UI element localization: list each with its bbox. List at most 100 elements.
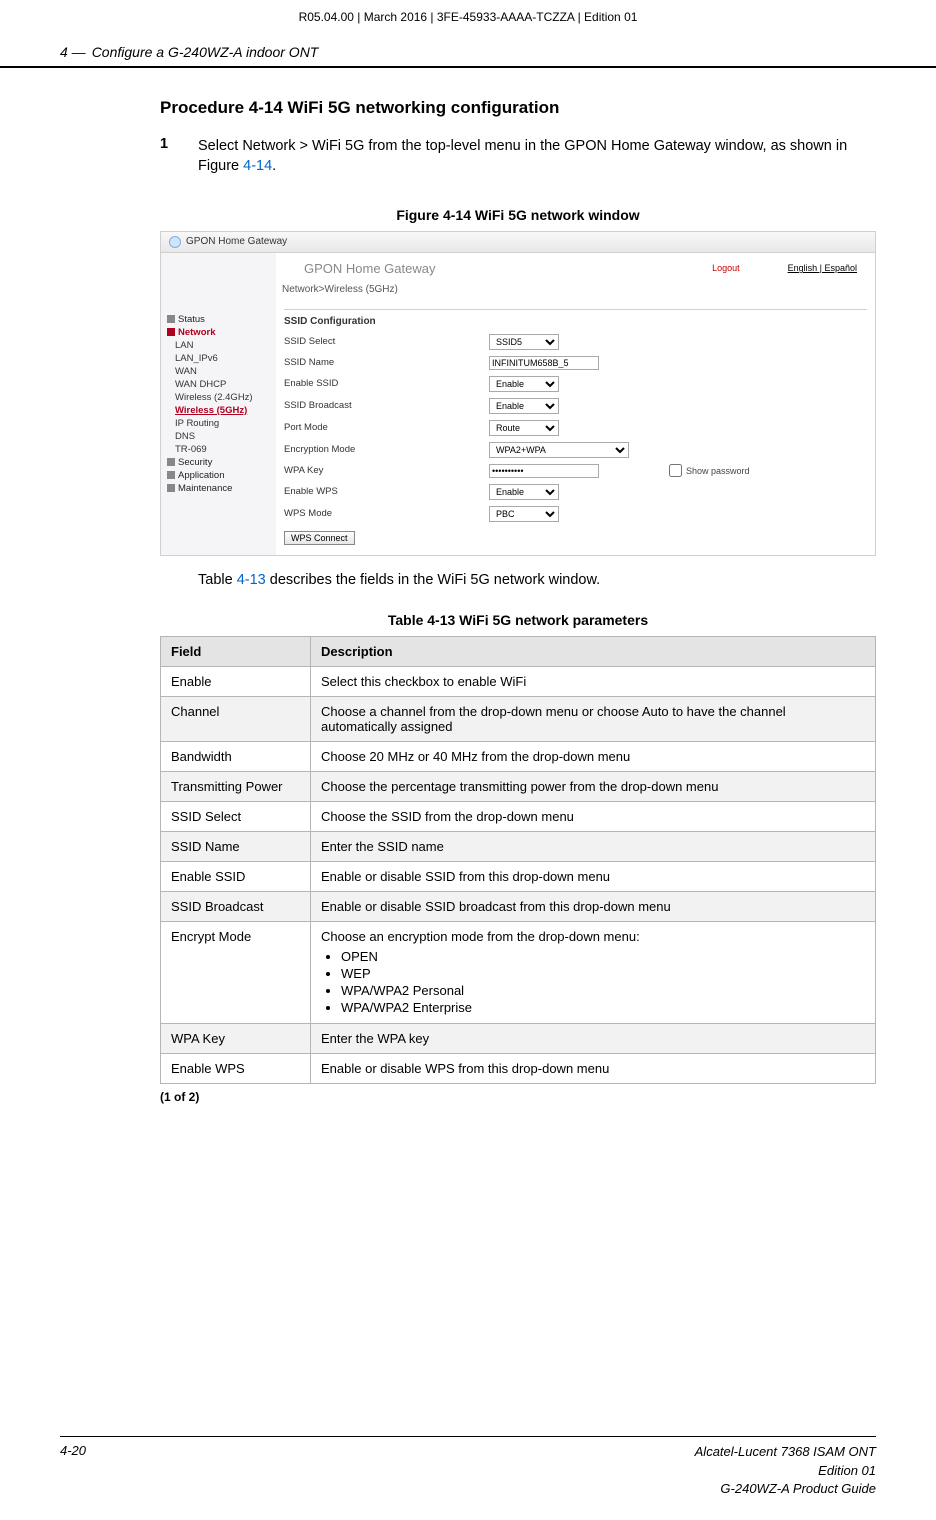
label-encryption: Encryption Mode [284,444,489,455]
label-ssid-select: SSID Select [284,336,489,347]
sidebar-group-application[interactable]: Application [167,469,270,482]
sidebar-group-status[interactable]: Status [167,313,270,326]
table-row: Enable SSIDEnable or disable SSID from t… [161,861,876,891]
page-footer: 4-20 Alcatel-Lucent 7368 ISAM ONT Editio… [60,1436,876,1498]
label-wps-mode: WPS Mode [284,508,489,519]
doc-header: R05.04.00 | March 2016 | 3FE-45933-AAAA-… [0,0,936,44]
section-title: Configure a G-240WZ-A indoor ONT [92,44,319,60]
app-title: GPON Home Gateway [304,261,436,276]
cell-field: SSID Broadcast [161,891,311,921]
sidebar-item-tr069[interactable]: TR-069 [167,443,270,456]
cell-description: Choose a channel from the drop-down menu… [311,696,876,741]
ssid-name-input[interactable] [489,356,599,370]
cell-description: Choose 20 MHz or 40 MHz from the drop-do… [311,741,876,771]
table-page-note: (1 of 2) [160,1090,876,1104]
label-ssid-name: SSID Name [284,357,489,368]
body-text-b: describes the fields in the WiFi 5G netw… [266,572,600,588]
sidebar: Status Network LAN LAN_IPv6 WAN WAN DHCP… [161,253,276,555]
table-row: EnableSelect this checkbox to enable WiF… [161,666,876,696]
wps-connect-button[interactable]: WPS Connect [284,531,355,545]
figure-link[interactable]: 4-14 [243,158,272,174]
list-item: WPA/WPA2 Personal [341,982,865,999]
cell-description: Enable or disable WPS from this drop-dow… [311,1053,876,1083]
label-ssid-broadcast: SSID Broadcast [284,400,489,411]
breadcrumb: Network>Wireless (5GHz) [276,280,875,309]
body-text: Table 4-13 describes the fields in the W… [198,570,876,590]
cell-description: Enter the SSID name [311,831,876,861]
cell-description: Choose the percentage transmitting power… [311,771,876,801]
cell-field: Enable WPS [161,1053,311,1083]
enable-ssid-select[interactable]: Enable [489,376,559,392]
table-row: Transmitting PowerChoose the percentage … [161,771,876,801]
lang-en[interactable]: English [788,263,818,273]
list-item: OPEN [341,948,865,965]
sidebar-item-wan-dhcp[interactable]: WAN DHCP [167,378,270,391]
sidebar-item-dns[interactable]: DNS [167,430,270,443]
sidebar-group-security[interactable]: Security [167,456,270,469]
step-text-b: . [272,158,276,174]
table-row: SSID SelectChoose the SSID from the drop… [161,801,876,831]
show-password-label: Show password [686,466,750,476]
th-description: Description [311,636,876,666]
footer-edition: Edition 01 [695,1462,876,1480]
logout-link[interactable]: Logout [712,263,740,273]
sidebar-item-wireless-5[interactable]: Wireless (5GHz) [167,404,270,417]
list-item: WEP [341,965,865,982]
cell-field: SSID Select [161,801,311,831]
ssid-select[interactable]: SSID5 [489,334,559,350]
show-password-checkbox[interactable] [669,464,682,477]
app-topbar: GPON Home Gateway Logout English | Españ… [276,253,875,280]
folder-icon [167,328,175,336]
port-mode-select[interactable]: Route [489,420,559,436]
cell-field: Enable [161,666,311,696]
footer-product: Alcatel-Lucent 7368 ISAM ONT [695,1443,876,1461]
label-wpa-key: WPA Key [284,465,489,476]
section-header: 4 — Configure a G-240WZ-A indoor ONT [0,44,936,68]
list-item: WPA/WPA2 Enterprise [341,999,865,1016]
table-row: Encrypt ModeChoose an encryption mode fr… [161,921,876,1023]
enable-wps-select[interactable]: Enable [489,484,559,500]
cell-field: Channel [161,696,311,741]
language-switch[interactable]: English | Español [788,263,857,273]
step-number: 1 [160,136,198,177]
ssid-broadcast-select[interactable]: Enable [489,398,559,414]
cell-description: Enable or disable SSID broadcast from th… [311,891,876,921]
figure-caption: Figure 4-14 WiFi 5G network window [160,207,876,223]
label-enable-wps: Enable WPS [284,486,489,497]
label-port-mode: Port Mode [284,422,489,433]
params-table: Field Description EnableSelect this chec… [160,636,876,1084]
wps-mode-select[interactable]: PBC [489,506,559,522]
sidebar-item-wireless-24[interactable]: Wireless (2.4GHz) [167,391,270,404]
sidebar-item-ip-routing[interactable]: IP Routing [167,417,270,430]
table-row: SSID NameEnter the SSID name [161,831,876,861]
table-link[interactable]: 4-13 [237,572,266,588]
sidebar-label: Network [178,327,215,338]
browser-tab-bar: GPON Home Gateway [161,232,875,253]
browser-tab-title: GPON Home Gateway [186,236,287,247]
sidebar-item-lan[interactable]: LAN [167,339,270,352]
sidebar-label: Application [178,470,224,481]
sidebar-label: Status [178,314,205,325]
form-section-title: SSID Configuration [284,309,867,331]
folder-icon [167,458,175,466]
step-text: Select Network > WiFi 5G from the top-le… [198,136,876,177]
encryption-select[interactable]: WPA2+WPA [489,442,629,458]
cell-field: Enable SSID [161,861,311,891]
cell-field: SSID Name [161,831,311,861]
footer-guide: G-240WZ-A Product Guide [695,1480,876,1498]
table-row: BandwidthChoose 20 MHz or 40 MHz from th… [161,741,876,771]
th-field: Field [161,636,311,666]
sidebar-label: Security [178,457,212,468]
cell-description: Select this checkbox to enable WiFi [311,666,876,696]
lang-es[interactable]: Español [824,263,857,273]
sidebar-item-lan-ipv6[interactable]: LAN_IPv6 [167,352,270,365]
cell-field: WPA Key [161,1023,311,1053]
footer-page-num: 4-20 [60,1443,86,1498]
cell-description: Choose an encryption mode from the drop-… [311,921,876,1023]
cell-field: Transmitting Power [161,771,311,801]
sidebar-item-wan[interactable]: WAN [167,365,270,378]
sidebar-group-maintenance[interactable]: Maintenance [167,482,270,495]
sidebar-group-network[interactable]: Network [167,326,270,339]
table-row: ChannelChoose a channel from the drop-do… [161,696,876,741]
wpa-key-input[interactable] [489,464,599,478]
